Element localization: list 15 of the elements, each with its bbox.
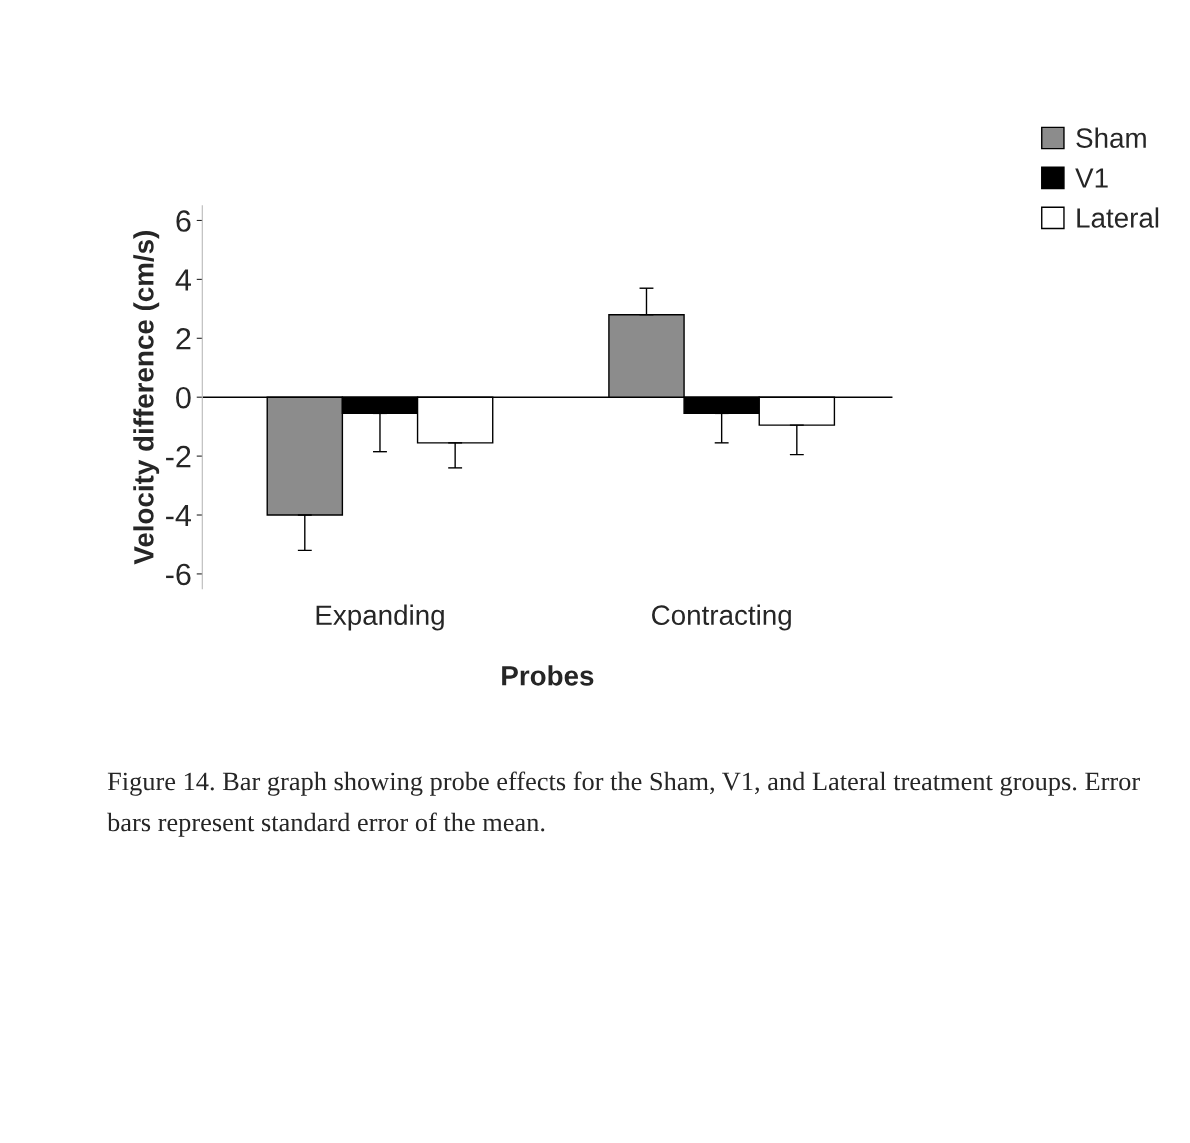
x-axis-title: Probes [502, 665, 594, 686]
y-tick-label: -6 [166, 563, 191, 586]
y-tick-label: 0 [176, 386, 191, 409]
legend-label: Sham [1076, 127, 1146, 148]
x-tick-label: Contracting [652, 604, 791, 631]
legend-label: V1 [1075, 168, 1108, 188]
caption: Figure 14. Bar graph showing probe effects for the Sham, V1, and Lateral treatment groups. Error bars represent standard error of the mean. [107, 771, 1140, 837]
y-tick-label: -2 [166, 445, 191, 468]
y-axis-title: Velocity difference (cm/s) [133, 231, 160, 565]
y-tick-label: 4 [175, 269, 191, 291]
y-tick-label: 6 [176, 210, 191, 232]
y-tick-label: -4 [166, 505, 191, 527]
y-tick-label: 2 [176, 328, 191, 350]
legend-label: Lateral [1077, 207, 1159, 228]
x-tick-label: Expanding [316, 604, 444, 631]
